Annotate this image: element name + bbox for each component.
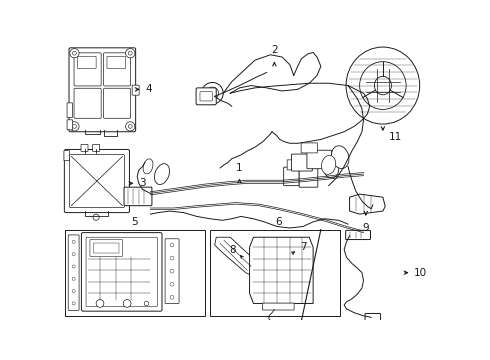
FancyBboxPatch shape [132,85,139,95]
Text: 1: 1 [236,163,243,172]
Text: 6: 6 [275,217,282,227]
Polygon shape [249,237,313,303]
Ellipse shape [360,62,406,109]
Text: 2: 2 [271,45,278,55]
Circle shape [170,295,174,299]
Circle shape [93,214,99,220]
Circle shape [128,51,132,55]
Circle shape [206,87,219,99]
FancyBboxPatch shape [287,160,299,170]
FancyBboxPatch shape [74,88,101,118]
FancyBboxPatch shape [196,88,216,105]
FancyBboxPatch shape [81,233,162,311]
Text: 3: 3 [140,178,146,188]
Text: 8: 8 [229,245,236,255]
FancyBboxPatch shape [345,230,370,239]
FancyBboxPatch shape [94,243,119,253]
FancyBboxPatch shape [107,56,125,69]
FancyBboxPatch shape [262,303,294,310]
Bar [65,230,205,316]
Ellipse shape [143,159,153,174]
FancyBboxPatch shape [299,166,318,187]
FancyBboxPatch shape [74,53,101,86]
FancyBboxPatch shape [77,56,96,69]
FancyBboxPatch shape [68,235,79,310]
Circle shape [72,302,75,305]
Circle shape [72,289,75,293]
FancyBboxPatch shape [103,88,131,118]
FancyBboxPatch shape [103,53,131,86]
Ellipse shape [374,76,392,95]
Circle shape [123,300,131,307]
FancyBboxPatch shape [165,239,179,303]
Circle shape [125,49,135,58]
Circle shape [170,243,174,247]
Ellipse shape [331,146,349,168]
Circle shape [72,253,75,256]
Bar [210,230,340,316]
Circle shape [170,256,174,260]
Text: 11: 11 [389,132,402,142]
Circle shape [70,122,79,131]
Circle shape [144,301,149,306]
FancyBboxPatch shape [307,150,332,169]
Circle shape [128,125,132,128]
FancyBboxPatch shape [365,314,381,323]
FancyBboxPatch shape [69,48,136,132]
Ellipse shape [154,164,170,185]
Circle shape [96,300,104,307]
Ellipse shape [346,47,420,124]
FancyBboxPatch shape [67,120,73,130]
FancyBboxPatch shape [200,92,212,101]
Text: 4: 4 [146,84,152,94]
Circle shape [72,277,75,280]
Circle shape [170,269,174,273]
Ellipse shape [321,155,336,174]
FancyBboxPatch shape [124,187,152,206]
FancyBboxPatch shape [292,154,312,171]
Ellipse shape [333,149,345,166]
Circle shape [72,240,75,243]
Circle shape [73,51,76,55]
FancyBboxPatch shape [301,143,318,153]
Polygon shape [215,237,261,278]
Circle shape [72,265,75,268]
FancyBboxPatch shape [81,144,88,152]
FancyBboxPatch shape [86,237,157,306]
Ellipse shape [323,158,339,178]
Text: 10: 10 [414,267,427,278]
FancyBboxPatch shape [64,149,129,213]
FancyBboxPatch shape [90,239,122,256]
Text: 9: 9 [363,223,369,233]
Circle shape [70,49,79,58]
Text: 7: 7 [300,242,307,252]
Text: 5: 5 [131,217,138,227]
FancyBboxPatch shape [93,144,99,152]
Circle shape [125,122,135,131]
FancyBboxPatch shape [284,167,299,186]
Circle shape [170,282,174,286]
FancyBboxPatch shape [70,154,124,208]
Circle shape [201,82,223,104]
Circle shape [73,125,76,128]
Polygon shape [349,194,385,214]
FancyBboxPatch shape [64,150,70,161]
FancyBboxPatch shape [67,103,73,117]
